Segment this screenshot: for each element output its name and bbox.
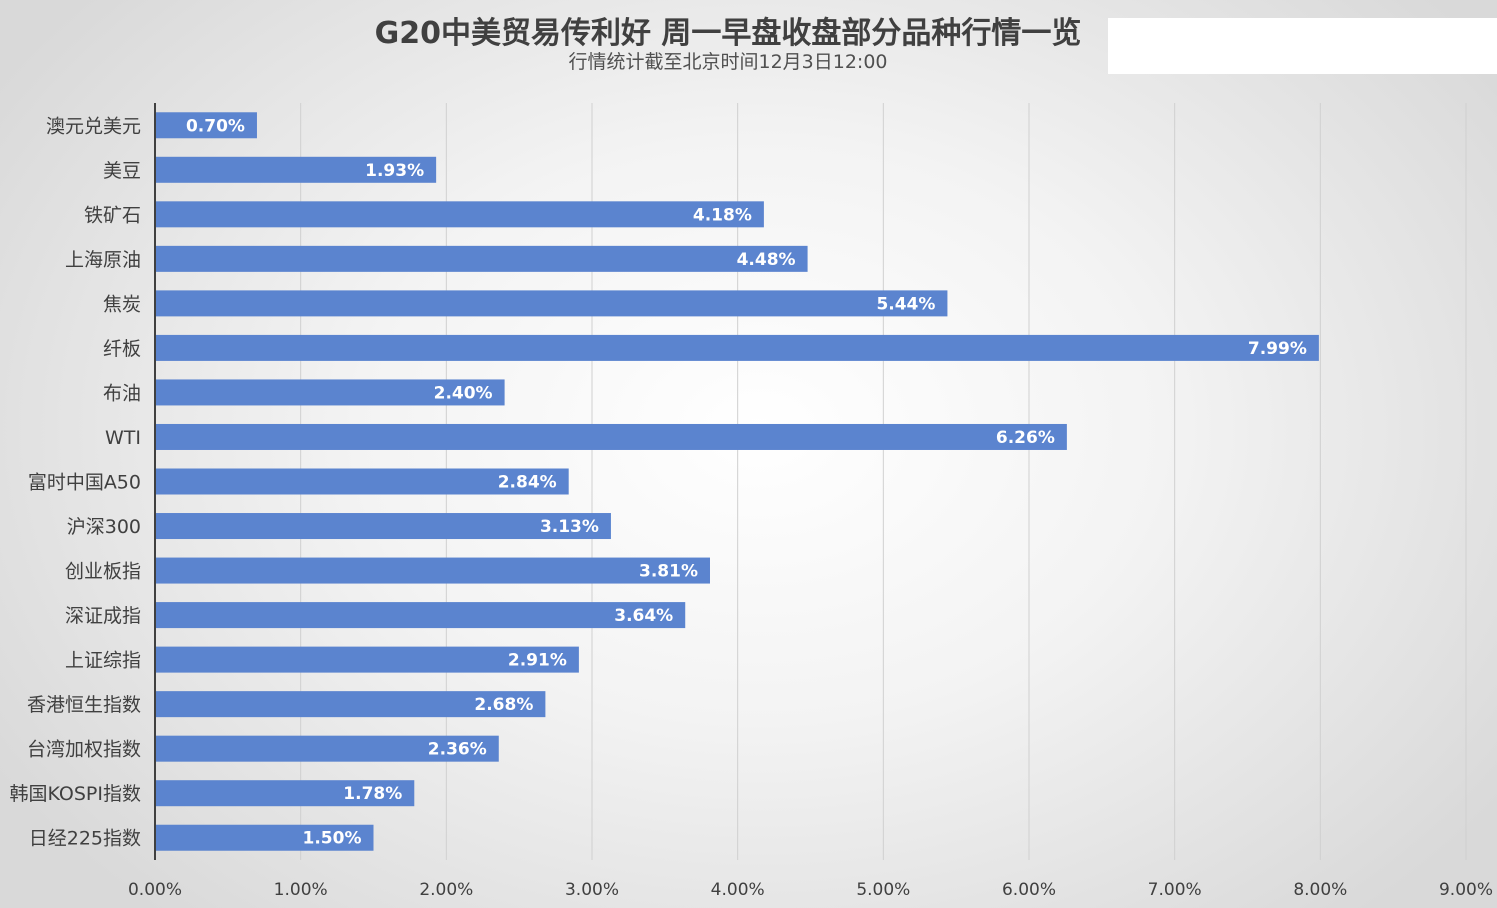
data-label-3: 4.48%: [737, 250, 796, 270]
category-label-7: WTI: [105, 427, 141, 449]
bar-3: [155, 245, 808, 272]
category-label-10: 创业板指: [65, 561, 141, 583]
bar-5: [155, 334, 1319, 361]
data-label-5: 7.99%: [1248, 339, 1307, 359]
bar-10: [155, 557, 710, 584]
category-label-16: 日经225指数: [29, 828, 141, 850]
bar-9: [155, 513, 611, 540]
category-label-3: 上海原油: [65, 249, 141, 271]
category-label-8: 富时中国A50: [28, 472, 141, 494]
data-label-8: 2.84%: [498, 473, 557, 493]
bar-12: [155, 646, 579, 673]
bar-2: [155, 201, 764, 228]
data-label-10: 3.81%: [639, 562, 698, 582]
category-label-9: 沪深300: [67, 516, 141, 538]
chart-title: G20中美贸易传利好 周一早盘收盘部分品种行情一览: [374, 16, 1082, 51]
title-block: G20中美贸易传利好 周一早盘收盘部分品种行情一览 行情统计截至北京时间12月3…: [0, 14, 1456, 74]
x-tick-label-4: 4.00%: [711, 880, 765, 900]
category-label-15: 韩国KOSPI指数: [10, 783, 142, 805]
bar-16: [155, 824, 374, 851]
data-label-0: 0.70%: [186, 116, 245, 136]
x-tick-label-1: 1.00%: [274, 880, 328, 900]
category-label-1: 美豆: [103, 160, 141, 182]
bar-4: [155, 290, 948, 317]
bar-15: [155, 780, 415, 807]
category-label-4: 焦炭: [103, 293, 141, 315]
chart-subtitle: 行情统计截至北京时间12月3日12:00: [568, 51, 888, 73]
category-label-13: 香港恒生指数: [27, 694, 141, 716]
x-tick-label-7: 7.00%: [1148, 880, 1202, 900]
category-label-11: 深证成指: [65, 605, 141, 627]
data-label-4: 5.44%: [876, 294, 935, 314]
x-tick-label-2: 2.00%: [419, 880, 473, 900]
bar-0: [155, 112, 257, 139]
x-tick-label-8: 8.00%: [1293, 880, 1347, 900]
category-label-5: 纤板: [103, 338, 141, 360]
category-label-14: 台湾加权指数: [27, 739, 141, 761]
category-label-6: 布油: [103, 382, 141, 404]
data-label-12: 2.91%: [508, 651, 567, 671]
bar-13: [155, 691, 546, 718]
data-label-2: 4.18%: [693, 205, 752, 225]
data-label-9: 3.13%: [540, 517, 599, 537]
data-label-13: 2.68%: [474, 695, 533, 715]
category-label-0: 澳元兑美元: [46, 115, 141, 137]
bar-1: [155, 156, 437, 183]
x-tick-label-9: 9.00%: [1439, 880, 1493, 900]
data-label-6: 2.40%: [434, 383, 493, 403]
x-tick-label-3: 3.00%: [565, 880, 619, 900]
category-label-2: 铁矿石: [84, 204, 141, 226]
bar-14: [155, 735, 499, 762]
bar-6: [155, 379, 505, 406]
bar-7: [155, 423, 1067, 450]
category-label-12: 上证综指: [65, 650, 141, 672]
x-tick-label-6: 6.00%: [1002, 880, 1056, 900]
bar-8: [155, 468, 569, 495]
data-label-16: 1.50%: [303, 829, 362, 849]
data-label-15: 1.78%: [343, 784, 402, 804]
data-label-1: 1.93%: [365, 161, 424, 181]
data-label-14: 2.36%: [428, 740, 487, 760]
x-tick-label-0: 0.00%: [128, 880, 182, 900]
bar-11: [155, 602, 686, 629]
data-label-7: 6.26%: [996, 428, 1055, 448]
white-patch: [1108, 18, 1497, 74]
data-label-11: 3.64%: [614, 606, 673, 626]
x-tick-label-5: 5.00%: [856, 880, 910, 900]
